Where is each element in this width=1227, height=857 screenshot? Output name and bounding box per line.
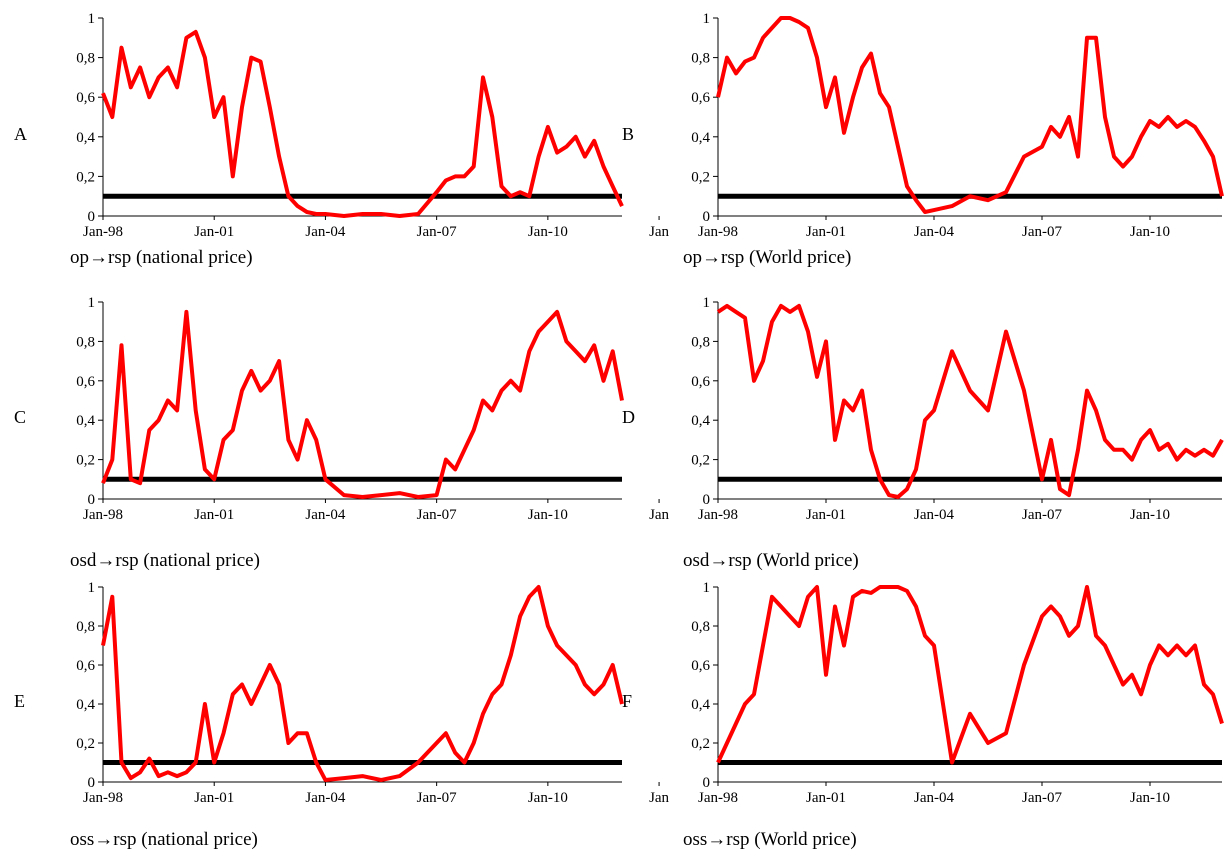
y-tick-label: 0 <box>88 209 96 225</box>
chart-panel-e: 0 0,2 0,4 0,6 0,8 1 Jan-98 Jan-01 Jan-04 Jan-07 Ja… <box>14 580 670 850</box>
y-tick-label: 0 <box>703 492 711 508</box>
y-tick-label: 0,8 <box>691 619 710 635</box>
y-tick-label: 1 <box>88 11 96 27</box>
y-tick-label: 0,4 <box>76 697 95 713</box>
y-tick-label: 0,8 <box>691 334 710 350</box>
x-tick-label: Jan-10 <box>528 507 568 523</box>
y-tick-label: 0,2 <box>691 169 710 185</box>
x-tick-label: Jan-07 <box>417 790 457 806</box>
y-tick-label: 0,4 <box>691 413 710 429</box>
y-tick-label: 0 <box>703 775 711 791</box>
y-tick-label: 0,4 <box>691 697 710 713</box>
y-tick-label: 0,6 <box>76 374 95 390</box>
x-tick-label: Jan-07 <box>417 224 457 240</box>
x-tick-label: Jan-07 <box>1022 224 1062 240</box>
x-tick-label: Jan-04 <box>305 790 345 806</box>
panel-letter: B <box>622 124 634 144</box>
series-line <box>716 303 1224 499</box>
chart-panel-f: 0 0,2 0,4 0,6 0,8 1 Jan-98 Jan-01 Jan-04 Jan-07 Ja… <box>622 580 1224 850</box>
x-tick-label: Jan-10 <box>1130 507 1170 523</box>
panel-letter: D <box>622 407 635 427</box>
x-tick-label: Jan-01 <box>806 507 846 523</box>
series-line <box>716 16 1224 214</box>
x-tick-label: Jan-10 <box>1130 790 1170 806</box>
x-tick-label: Jan-01 <box>194 224 234 240</box>
x-tick-label: Jan-04 <box>305 507 345 523</box>
x-tick-label: Jan-98 <box>698 507 738 523</box>
y-tick-label: 0,8 <box>76 619 95 635</box>
x-tick-label: Jan-98 <box>83 224 123 240</box>
y-tick-label: 0,4 <box>76 413 95 429</box>
y-tick-label: 0,8 <box>691 51 710 67</box>
y-tick-label: 0 <box>703 209 711 225</box>
series-line <box>716 585 1224 765</box>
x-tick-label: Jan-01 <box>194 790 234 806</box>
x-tick-label: Jan-01 <box>806 224 846 240</box>
y-tick-label: 0,6 <box>691 658 710 674</box>
y-tick-label: 1 <box>88 295 96 311</box>
x-tick-label: Jan-10 <box>528 224 568 240</box>
panel-caption: oss→rsp (World price) <box>683 829 857 850</box>
x-tick-label: Jan-10 <box>1130 224 1170 240</box>
y-tick-label: 0,4 <box>76 130 95 146</box>
x-tick-label: Jan <box>649 507 669 523</box>
panel-letter: C <box>14 407 26 427</box>
panel-caption: oss→rsp (national price) <box>70 829 258 850</box>
x-tick-label: Jan-98 <box>83 507 123 523</box>
y-tick-label: 0,2 <box>76 453 95 469</box>
x-tick-label: Jan-04 <box>914 790 954 806</box>
panel-caption: osd→rsp (World price) <box>683 550 859 571</box>
panel-caption: op→rsp (national price) <box>70 247 253 268</box>
x-tick-label: Jan-04 <box>914 224 954 240</box>
x-tick-label: Jan-07 <box>1022 507 1062 523</box>
y-tick-label: 0,6 <box>76 658 95 674</box>
y-tick-label: 0,2 <box>76 169 95 185</box>
y-tick-label: 0,8 <box>76 51 95 67</box>
y-tick-label: 1 <box>88 580 96 596</box>
x-tick-label: Jan-98 <box>698 224 738 240</box>
panel-caption: op→rsp (World price) <box>683 247 851 268</box>
y-tick-label: 0,6 <box>691 374 710 390</box>
y-tick-label: 0 <box>88 775 96 791</box>
x-tick-label: Jan-04 <box>305 224 345 240</box>
panel-letter: A <box>14 124 27 144</box>
y-tick-label: 0,8 <box>76 334 95 350</box>
series-line <box>101 585 624 782</box>
y-tick-label: 0,4 <box>691 130 710 146</box>
y-tick-label: 0 <box>88 492 96 508</box>
panel-letter: F <box>622 691 632 711</box>
chart-panel-c: 0 0,2 0,4 0,6 0,8 1 Jan-98 Jan-01 Jan-04 Jan-07 Ja… <box>14 295 670 571</box>
x-tick-label: Jan-98 <box>83 790 123 806</box>
y-tick-label: 0,2 <box>691 453 710 469</box>
panel-caption: osd→rsp (national price) <box>70 550 260 571</box>
x-tick-label: Jan-01 <box>194 507 234 523</box>
y-tick-label: 0,6 <box>76 90 95 106</box>
series-line <box>101 309 624 499</box>
x-tick-label: Jan-10 <box>528 790 568 806</box>
chart-panel-a: 0 0,2 0,4 0,6 0,8 1 Jan-98 Jan-01 Jan-04 Jan-07 Ja… <box>14 11 670 268</box>
y-tick-label: 0,2 <box>691 736 710 752</box>
series-line <box>101 29 624 218</box>
chart-panel-b: 0 0,2 0,4 0,6 0,8 1 Jan-98 Jan-01 Jan-04 Jan-07 Ja… <box>622 11 1224 268</box>
y-tick-label: 0,6 <box>691 90 710 106</box>
x-tick-label: Jan <box>649 790 669 806</box>
x-tick-label: Jan <box>649 224 669 240</box>
x-tick-label: Jan-07 <box>417 507 457 523</box>
x-tick-label: Jan-01 <box>806 790 846 806</box>
y-tick-label: 1 <box>703 295 711 311</box>
y-tick-label: 0,2 <box>76 736 95 752</box>
panel-letter: E <box>14 691 25 711</box>
y-tick-label: 1 <box>703 11 711 27</box>
x-tick-label: Jan-98 <box>698 790 738 806</box>
x-tick-label: Jan-04 <box>914 507 954 523</box>
chart-panel-d: 0 0,2 0,4 0,6 0,8 1 Jan-98 Jan-01 Jan-04 Jan-07 Ja… <box>622 295 1224 571</box>
y-tick-label: 1 <box>703 580 711 596</box>
x-tick-label: Jan-07 <box>1022 790 1062 806</box>
